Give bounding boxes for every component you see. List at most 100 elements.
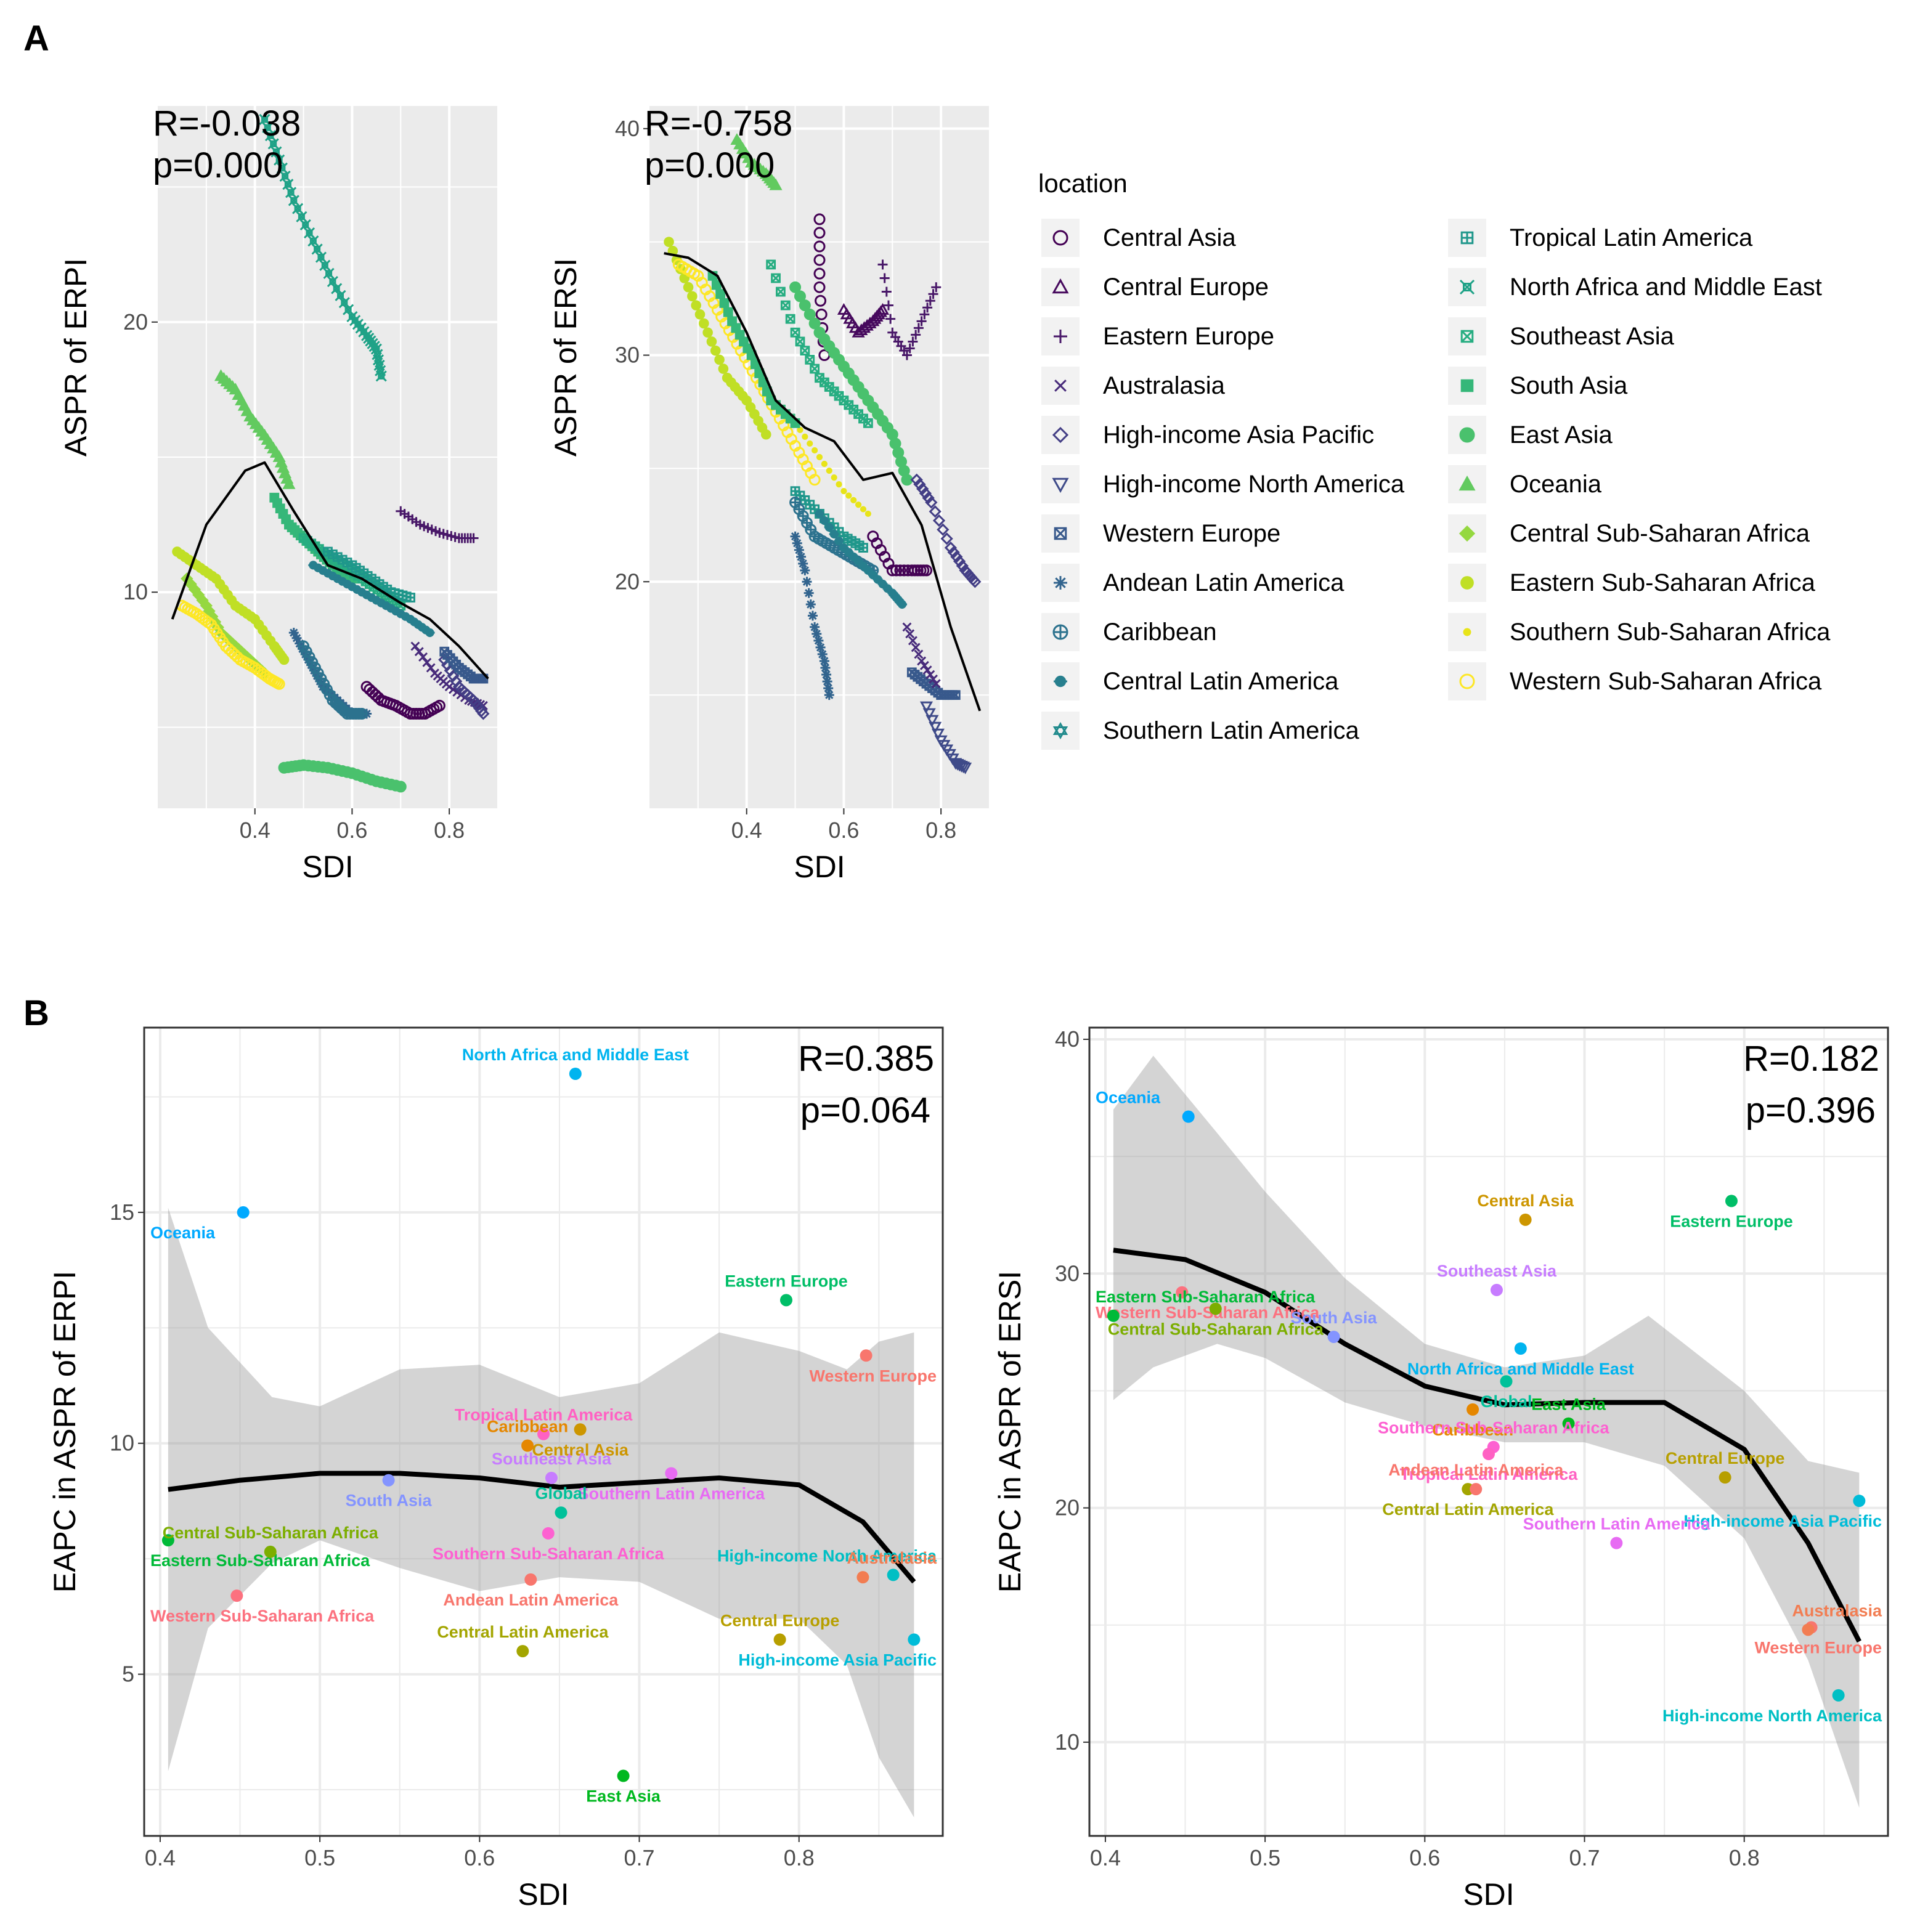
point-label-oceania: Oceania [150,1224,216,1242]
x-tick-label: 0.6 [828,818,859,843]
series-oceania [214,369,296,489]
data-point [319,259,331,271]
point-label-western-sub-saharan-africa: Western Sub-Saharan Africa [1096,1304,1320,1322]
legend-symbol [1052,278,1069,294]
data-point [824,522,834,532]
point-eastern-sub-saharan-africa [161,1534,174,1547]
point-label-western-europe: Western Europe [809,1366,937,1385]
point-high-income-asia-pacific [1853,1495,1866,1508]
point-australasia [856,1571,869,1584]
data-point [394,781,407,793]
point-label-tropical-latin-america: Tropical Latin America [455,1406,633,1424]
point-central-europe [773,1633,786,1646]
data-point [815,308,828,320]
data-point [285,187,297,198]
data-point [953,555,966,568]
legend-item-southern-latin-america: Southern Latin America [1041,712,1360,750]
point-global [1500,1375,1513,1388]
data-point [910,473,923,486]
data-point [422,657,432,667]
point-label-australasia: Australasia [847,1549,937,1567]
stat-r: R=-0.038 [153,104,301,144]
point-label-australasia: Australasia [1792,1601,1882,1620]
y-axis-title: ASPR of ERSI [548,258,583,457]
data-point [905,629,915,639]
legend-label: Tropical Latin America [1510,224,1753,251]
x-tick-label: 0.6 [1409,1845,1440,1870]
legend-label: South Asia [1510,372,1628,399]
data-point [812,628,822,639]
legend-label: Central Asia [1103,224,1236,251]
legend-item-southeast-asia: Southeast Asia [1448,317,1675,355]
data-point [789,281,802,293]
data-point [925,715,939,727]
point-southeast-asia [1490,1283,1503,1296]
data-point [790,327,800,338]
data-point [808,317,821,330]
y-tick-label: 5 [122,1662,134,1687]
point-label-east-asia: East Asia [1531,1395,1606,1414]
point-eastern-sub-saharan-africa [1107,1309,1120,1322]
chart-b-right: 0.4 0.5 0.6 0.7 0.8 10 20 30 40 SDI EAPC in ASPR o… [993,1026,1889,1912]
y-tick-label: 10 [1055,1729,1080,1755]
legend-item-high-income-north-america: High-income North America [1041,465,1405,503]
data-point [418,652,428,662]
panel-label-b: B [23,993,49,1033]
data-point [879,273,890,283]
series-north-africa-and-middle-east [259,113,387,382]
x-axis-title: SDI [794,850,845,884]
data-point [813,281,826,293]
series-andean-latin-america [790,531,834,700]
point-east-asia [1562,1417,1575,1430]
data-point [274,154,285,166]
point-label-central-asia: Central Asia [532,1440,629,1459]
data-point [813,240,826,253]
point-central-europe [1719,1471,1731,1484]
point-label-high-income-asia-pacific: High-income Asia Pacific [1683,1512,1882,1530]
point-label-southeast-asia: Southeast Asia [492,1450,612,1468]
series-central-latin-america [308,561,435,638]
legend-label: Central Latin America [1103,668,1339,695]
data-point [950,690,961,700]
data-point [911,643,921,652]
point-label-central-asia: Central Asia [1477,1191,1574,1210]
point-central-latin-america [516,1645,529,1658]
data-point [821,460,828,468]
point-high-income-north-america [887,1569,900,1581]
data-point [719,298,730,308]
stat-r: R=0.182 [1743,1039,1879,1079]
legend-symbol [1052,624,1068,640]
data-point [447,670,460,683]
stat-p: p=0.000 [645,145,775,185]
point-southern-latin-america [1610,1536,1623,1549]
data-point [916,482,929,495]
data-point [914,649,924,659]
x-axis-title: SDI [1463,1877,1514,1912]
legend-symbol [1458,475,1476,491]
series-east-asia [789,281,913,486]
data-point [405,593,415,603]
point-caribbean [521,1439,534,1452]
point-south-asia [1327,1330,1340,1343]
data-point [800,565,810,575]
data-point [760,429,771,440]
data-point [908,636,917,646]
data-point [790,531,800,542]
point-label-south-asia: South Asia [346,1492,433,1510]
legend-item-southern-sub-saharan-africa: Southern Sub-Saharan Africa [1448,613,1831,651]
y-tick-label: 30 [615,343,640,368]
point-label-southeast-asia: Southeast Asia [1437,1262,1557,1280]
point-high-income-north-america [1832,1689,1845,1702]
data-point [959,762,972,774]
data-point [824,690,834,700]
legend-label: Central Sub-Saharan Africa [1510,520,1810,547]
data-point [271,146,282,158]
point-label-eastern-europe: Eastern Europe [1670,1212,1793,1230]
data-point [922,302,933,313]
data-point [820,663,831,673]
data-point [908,336,918,347]
y-tick-label: 15 [110,1199,134,1225]
data-point [815,294,827,307]
